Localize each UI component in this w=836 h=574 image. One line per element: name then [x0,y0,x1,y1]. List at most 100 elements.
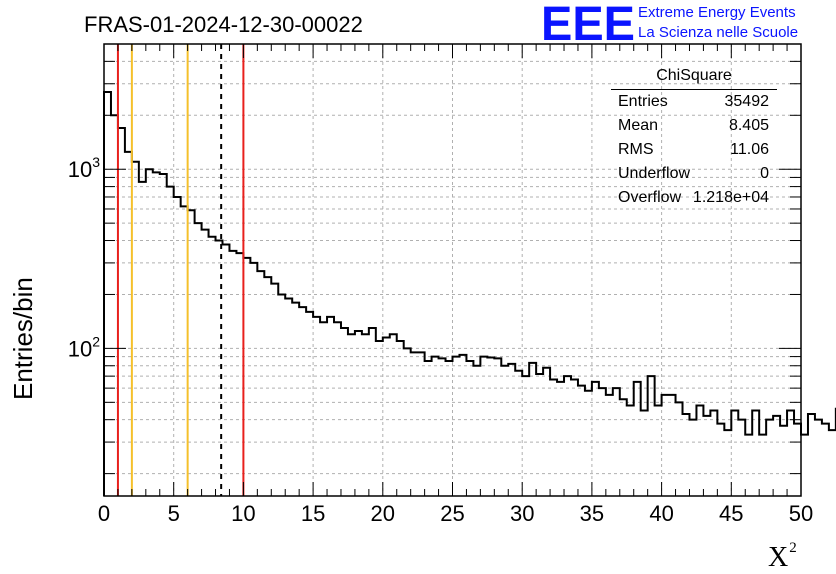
histogram-bin [160,174,167,496]
stats-label: RMS [618,141,654,159]
histogram-bin [250,263,257,496]
histogram-bin [515,371,522,496]
histogram-bin [167,187,174,496]
stats-label: Mean [618,117,658,135]
histogram-bin [146,169,153,496]
histogram-bin [446,361,453,496]
histogram-bin [473,366,480,496]
histogram-bin [292,303,299,496]
x-tick-label: 5 [168,501,180,526]
stats-title: ChiSquare [611,67,777,85]
histogram-bin [634,382,641,496]
histogram-bin [348,334,355,496]
stats-value: 8.405 [729,117,769,135]
histogram-bin [752,411,759,496]
histogram-bin [229,251,236,496]
histogram-bin [139,182,146,496]
histogram-bin [362,334,369,496]
x-tick-label: 15 [301,501,325,526]
stats-box: ChiSquare Entries 35492 Mean 8.405 RMS 1… [611,66,777,206]
histogram-bin [118,128,125,496]
histogram-bin [153,172,160,496]
histogram-bin [369,328,376,496]
histogram-bin [209,237,216,496]
histogram-bin [676,402,683,496]
x-tick-label: 45 [719,501,743,526]
histogram-bin [529,363,536,496]
histogram-bin [132,162,139,496]
histogram-bin [111,115,118,496]
plot-title: FRAS-01-2024-12-30-00022 [84,12,363,38]
histogram-bin [236,253,243,496]
histogram-bin [550,380,557,496]
histogram-bin [662,395,669,496]
stats-value: 35492 [725,93,770,111]
stats-value: 0 [760,165,769,183]
stats-label: Underflow [618,165,690,183]
histogram-bin [564,376,571,496]
stats-row-underflow: Underflow 0 [618,165,769,189]
stats-label: Overflow [618,189,681,207]
x-axis-label-exponent: 2 [789,540,797,556]
stats-label: Entries [618,93,668,111]
x-tick-label: 0 [98,501,110,526]
histogram-bin [557,382,564,496]
stats-row-overflow: Overflow 1.218e+04 [618,189,769,213]
x-tick-label: 20 [371,501,395,526]
eee-logo: EEE [541,0,636,44]
histogram-bin [683,414,690,496]
cut-lines [118,44,243,496]
histogram-bin [627,405,634,496]
histogram-bin [174,197,181,496]
histogram-bin [655,405,662,496]
histogram-bin [773,416,780,496]
histogram-bin [592,382,599,496]
histogram-bin [285,298,292,496]
histogram-bin [264,277,271,496]
histogram-bin [432,357,439,496]
histogram-bin [780,426,787,496]
histogram-bin [829,430,836,496]
histogram-bin [501,366,508,496]
x-tick-label: 30 [510,501,534,526]
histogram-bin [508,364,515,496]
histogram-bin [327,317,334,496]
y-tick-label: 102 [68,333,100,361]
x-axis-label-base: X [768,542,788,573]
histogram-bin [571,380,578,496]
histogram-bin [710,411,717,496]
histogram-bin [453,357,460,496]
histogram-bin [222,245,229,496]
histogram-bin [689,420,696,496]
histogram-bin [202,230,209,496]
y-axis-label: Entries/bin [8,277,39,400]
x-tick-label: 25 [440,501,464,526]
histogram-bin [257,271,264,496]
histogram-bin [125,152,132,496]
x-tick-label: 50 [789,501,813,526]
histogram-bin [376,341,383,496]
org-name: Extreme Energy Events [638,4,796,21]
histogram-bin [181,206,188,496]
histogram-bin [724,430,731,496]
histogram-bin [425,361,432,496]
histogram-bin [466,361,473,496]
x-tick-label: 35 [580,501,604,526]
histogram-bin [383,338,390,496]
histogram-bin [522,376,529,496]
y-tick-label: 103 [68,154,100,182]
histogram-bin [801,435,808,496]
histogram-bin [620,399,627,496]
histogram-bin [487,357,494,496]
histogram-bin [313,317,320,496]
histogram-bin [766,420,773,496]
histogram-bin [794,424,801,496]
histogram-bin [195,223,202,496]
histogram-bin [418,352,425,496]
histogram-bin [536,374,543,496]
histogram-bin [696,405,703,496]
histogram-bin [641,411,648,496]
histogram-bin [494,358,501,496]
histogram-bin [411,352,418,496]
histogram-bin [341,328,348,496]
